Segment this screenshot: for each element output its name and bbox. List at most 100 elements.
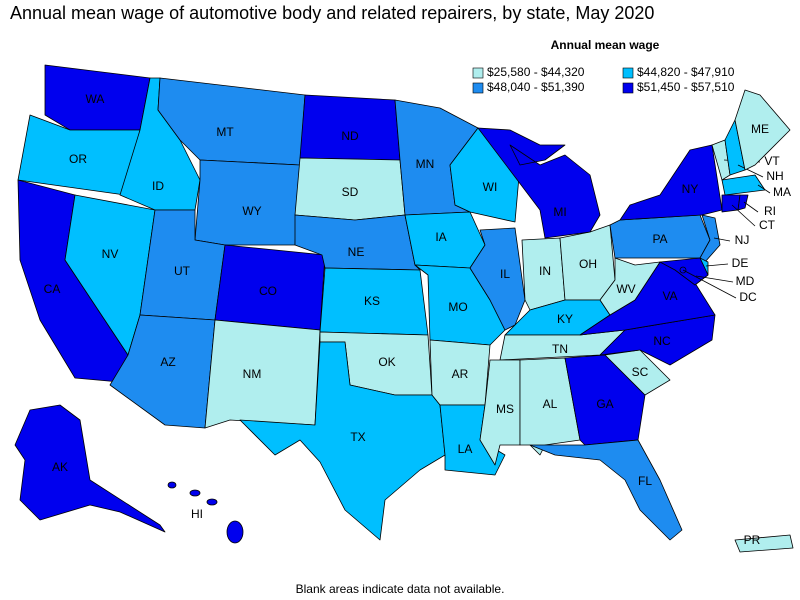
state-label: LA [458, 442, 473, 456]
state: DC [679, 266, 757, 304]
state-shape [14, 404, 166, 533]
legend-label: $44,820 - $47,910 [637, 65, 735, 79]
state: NY [619, 144, 723, 221]
leader-line [695, 275, 734, 283]
state-label: WY [242, 204, 261, 218]
state-label: VT [764, 154, 780, 168]
state-label: NE [348, 245, 365, 259]
footnote: Blank areas indicate data not available. [296, 582, 505, 596]
state-label: NV [102, 247, 119, 261]
state: RI [737, 194, 776, 218]
state-label: PA [652, 232, 667, 246]
state-shape [734, 534, 794, 553]
state-label: OK [378, 355, 395, 369]
state-shape [189, 489, 201, 497]
state: PR [734, 533, 794, 553]
state-shape [734, 89, 791, 171]
state-label: CO [259, 284, 277, 298]
state-label: WA [86, 92, 105, 106]
leader-line [682, 269, 737, 299]
state: PA [609, 214, 711, 259]
state: ND [299, 94, 401, 161]
legend-swatch [622, 82, 634, 94]
state-label: AL [543, 397, 558, 411]
state-label: MN [416, 157, 435, 171]
state: TX [239, 341, 446, 541]
state: HI [167, 481, 244, 544]
state-shape [619, 144, 723, 221]
state: NE [294, 214, 421, 271]
state-shape [737, 194, 749, 211]
state: TN [499, 329, 626, 361]
state: MI [477, 127, 601, 239]
state-label: ND [341, 129, 359, 143]
map-title: Annual mean wage of automotive body and … [10, 3, 654, 23]
state: MS [479, 359, 521, 466]
leader-line [737, 164, 764, 178]
state: AK [14, 404, 166, 533]
state-shape [194, 159, 301, 246]
state-shape [206, 498, 218, 506]
state-label: ME [751, 122, 769, 136]
state: CT [721, 194, 776, 232]
state: KS [319, 267, 429, 336]
state-label: KS [364, 294, 380, 308]
state-label: GA [596, 397, 613, 411]
state: IA [404, 211, 486, 269]
leader-line [757, 184, 771, 194]
state: NH [724, 119, 784, 183]
leader-line [713, 237, 731, 242]
state-label: TN [552, 342, 568, 356]
state: WV [599, 257, 661, 316]
state-label: WI [483, 180, 498, 194]
state: OH [559, 224, 616, 301]
state-label: MS [496, 402, 514, 416]
state-label: IN [539, 264, 551, 278]
state: NM [204, 319, 321, 429]
state-label: TX [350, 430, 365, 444]
state-label: DE [732, 256, 749, 270]
state-shape [239, 341, 446, 541]
state-label: CA [44, 282, 61, 296]
state-shape [599, 257, 661, 316]
legend: $25,580 - $44,320 $44,820 - $47,910 $48,04… [472, 65, 735, 94]
state: SD [294, 157, 406, 221]
state-label: OR [69, 152, 87, 166]
legend-title: Annual mean wage [551, 38, 660, 52]
state-label: RI [764, 204, 776, 218]
state-label: SD [342, 185, 359, 199]
state-label: ID [152, 179, 164, 193]
legend-label: $51,450 - $57,510 [637, 80, 735, 94]
state-label: MI [553, 205, 566, 219]
state-label: PR [744, 533, 761, 547]
state-shape [529, 439, 683, 541]
leader-line [743, 201, 759, 213]
state: AR [429, 339, 491, 406]
state-label: NC [653, 334, 671, 348]
state-label: KY [557, 312, 573, 326]
state: NJ [699, 214, 749, 263]
state-shape [204, 319, 321, 429]
state-label: AZ [160, 355, 175, 369]
state-label: MD [736, 274, 755, 288]
state: OR [17, 114, 141, 196]
state-shape [477, 127, 601, 239]
legend-swatch [472, 82, 484, 94]
state-label: VA [662, 289, 677, 303]
state-label: NH [766, 169, 783, 183]
state-shape [226, 520, 244, 544]
leader-line [731, 204, 756, 227]
state-label: WV [616, 282, 635, 296]
state-label: HI [191, 507, 203, 521]
state: FL [529, 439, 683, 541]
state: IN [521, 237, 566, 311]
state: CO [214, 244, 326, 331]
state: ME [734, 89, 791, 171]
legend-label: $25,580 - $44,320 [487, 65, 585, 79]
state: MA [721, 174, 791, 199]
state-label: SC [632, 365, 649, 379]
state: WY [194, 159, 301, 246]
legend-swatch [622, 67, 634, 79]
state-shape [299, 94, 401, 161]
